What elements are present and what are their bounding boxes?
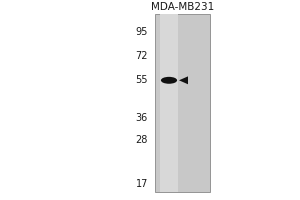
Text: 36: 36 [136, 113, 148, 123]
Text: 55: 55 [136, 75, 148, 85]
Text: 72: 72 [136, 51, 148, 61]
Ellipse shape [161, 77, 177, 84]
Text: 17: 17 [136, 179, 148, 189]
Polygon shape [179, 76, 188, 84]
Text: MDA-MB231: MDA-MB231 [151, 2, 214, 12]
FancyBboxPatch shape [155, 14, 210, 192]
Text: 95: 95 [136, 27, 148, 37]
Text: 28: 28 [136, 135, 148, 145]
FancyBboxPatch shape [160, 14, 178, 192]
